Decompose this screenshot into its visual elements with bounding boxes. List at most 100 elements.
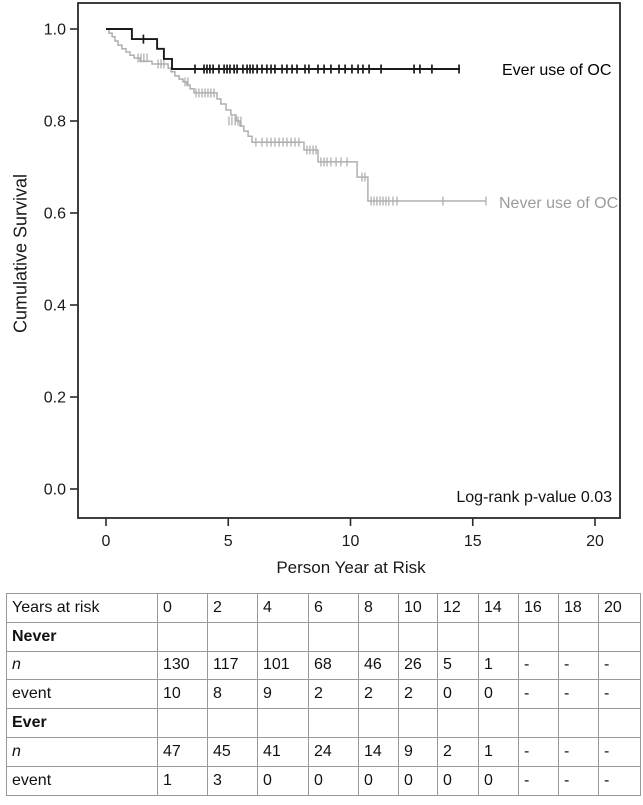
risk-table-cell: 2 (358, 679, 399, 710)
risk-table-cell (437, 708, 479, 738)
risk-table-cell (437, 621, 479, 652)
risk-table-cell (598, 708, 641, 738)
x-axis-label: Person Year at Risk (276, 558, 426, 577)
x-tick-label: 20 (586, 533, 604, 550)
risk-table-cell: 3 (207, 765, 258, 796)
risk-table-cell: 16 (518, 593, 559, 623)
risk-table-cell: - (598, 765, 641, 796)
x-tick-label: 5 (224, 533, 233, 550)
risk-table-cell: 0 (257, 765, 309, 796)
risk-table-row-label: Never (6, 621, 158, 652)
risk-table-row-label: n (6, 650, 158, 681)
risk-table-cell: 10 (157, 679, 208, 710)
risk-table-row-label: n (6, 736, 158, 767)
risk-table-cell: - (598, 650, 641, 681)
legend-label-never: Never use of OC (499, 195, 619, 212)
x-tick-label: 0 (102, 533, 111, 550)
risk-table-cell: 24 (308, 736, 359, 767)
risk-table-cell: 20 (598, 593, 641, 623)
risk-table-cell: 0 (157, 593, 208, 623)
risk-table-cell (518, 621, 559, 652)
risk-table-row-label: event (6, 679, 158, 710)
risk-table-cell: 0 (478, 679, 519, 710)
risk-table-row: Ever (6, 708, 641, 738)
legend-label-ever: Ever use of OC (502, 62, 612, 79)
risk-table-cell: 117 (207, 650, 258, 681)
risk-table-cell: - (558, 650, 599, 681)
risk-table-row: n 47 45 41 24 14 9 2 1- - - (6, 736, 641, 767)
risk-table-cell (558, 708, 599, 738)
risk-table-cell: 47 (157, 736, 208, 767)
risk-table-cell: 2 (308, 679, 359, 710)
risk-table-cell (398, 708, 438, 738)
risk-table-cell: 9 (257, 679, 309, 710)
risk-table-cell: 2 (437, 736, 479, 767)
risk-table-cell (358, 708, 399, 738)
risk-table-cell: 2 (398, 679, 438, 710)
risk-table-cell (598, 621, 641, 652)
risk-table-row: event 1 3 0 0 0 0 0 0- - - (6, 765, 641, 796)
y-tick-label: 0.0 (44, 482, 66, 499)
risk-table-cell: 14 (478, 593, 519, 623)
y-tick-label: 0.4 (44, 298, 66, 315)
risk-table-row: event 10 8 9 2 2 2 0 0- - - (6, 679, 641, 710)
risk-table-cell: 0 (437, 679, 479, 710)
risk-table-cell: 5 (437, 650, 479, 681)
km-chart-area: 1.0 0.8 0.6 0.4 0.2 0.0 0 5 10 15 20 Cumulative Su… (10, 2, 621, 577)
risk-table-cell: 45 (207, 736, 258, 767)
risk-table-cell: 0 (437, 765, 479, 796)
risk-table-cell: - (558, 765, 599, 796)
risk-table-cell: - (518, 650, 559, 681)
risk-table-cell (478, 621, 519, 652)
risk-table-cell (257, 621, 309, 652)
y-tick-label: 0.2 (44, 390, 66, 407)
risk-table-cell: - (598, 736, 641, 767)
risk-table-cell: 18 (558, 593, 599, 623)
risk-table-cell: 14 (358, 736, 399, 767)
curve-ever (106, 28, 460, 70)
risk-table-cell: 41 (257, 736, 309, 767)
risk-table-cell: 1 (478, 650, 519, 681)
risk-table-cell: 1 (478, 736, 519, 767)
y-axis-label: Cumulative Survival (10, 173, 31, 334)
risk-table-row: Years at risk 0 2 4 6 8 10 12 14 16 18 20 (6, 593, 641, 623)
y-tick-label: 0.6 (44, 206, 66, 223)
y-tick-label: 1.0 (44, 22, 66, 39)
risk-table-cell: 0 (308, 765, 359, 796)
risk-table-cell (207, 708, 258, 738)
risk-table-cell: 46 (358, 650, 399, 681)
risk-table-cell: 6 (308, 593, 359, 623)
risk-table-cell: 10 (398, 593, 438, 623)
y-tick-label: 0.8 (44, 114, 66, 131)
risk-table-row-label: Years at risk (6, 593, 158, 623)
risk-table-cell: - (598, 679, 641, 710)
risk-table-cell (308, 621, 359, 652)
risk-table-cell: 2 (207, 593, 258, 623)
risk-table-cell: 8 (358, 593, 399, 623)
x-tick-label: 10 (342, 533, 360, 550)
plot-frame (77, 2, 621, 519)
risk-table-cell: 0 (398, 765, 438, 796)
risk-table-cell: - (518, 736, 559, 767)
risk-table-cell (478, 708, 519, 738)
risk-table-cell: - (518, 765, 559, 796)
log-rank-annotation: Log-rank p-value 0.03 (456, 489, 612, 506)
risk-table-cell (157, 708, 208, 738)
risk-table-cell: 0 (358, 765, 399, 796)
risk-table-cell (207, 621, 258, 652)
risk-table-cell (398, 621, 438, 652)
risk-table-cell (358, 621, 399, 652)
risk-table-row: n 130 117 101 68 46 26 5 1- - - (6, 650, 641, 681)
risk-table: Years at risk 0 2 4 6 8 10 12 14 16 18 20 Never n 130 1… (6, 593, 641, 796)
risk-table-cell (558, 621, 599, 652)
risk-table-row-label: Ever (6, 708, 158, 738)
risk-table-cell: 0 (478, 765, 519, 796)
risk-table-cell: 101 (257, 650, 309, 681)
risk-table-cell: 26 (398, 650, 438, 681)
risk-table-cell: - (558, 736, 599, 767)
risk-table-cell: 4 (257, 593, 309, 623)
risk-table-cell (518, 708, 559, 738)
risk-table-cell (308, 708, 359, 738)
risk-table-cell (157, 621, 208, 652)
